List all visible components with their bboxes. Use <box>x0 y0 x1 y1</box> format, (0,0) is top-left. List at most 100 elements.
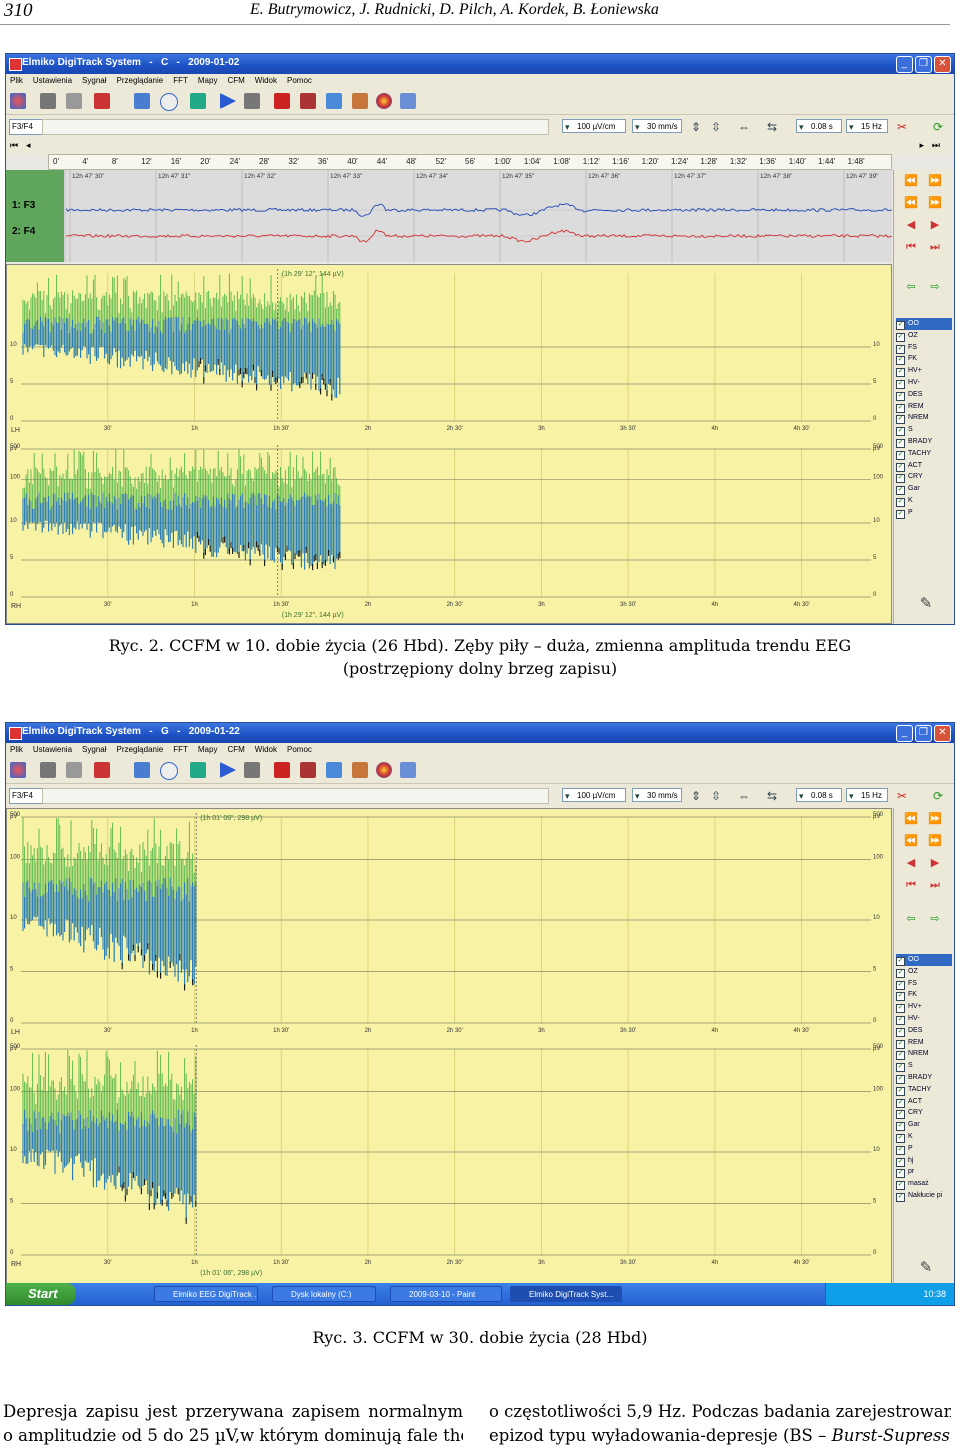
checkbox-icon[interactable]: ✓ <box>896 1086 905 1096</box>
marker-checkbox[interactable]: ✓ FS <box>896 342 952 354</box>
marker-checkbox[interactable]: ✓ K <box>896 495 952 507</box>
checkbox-icon[interactable]: ✓ <box>896 380 905 389</box>
speed-select[interactable]: 30 mm/s <box>632 119 682 134</box>
montage-icon[interactable] <box>190 762 206 778</box>
checkbox-icon[interactable]: ✓ <box>896 509 905 519</box>
nav-first-icon[interactable]: ⏮ <box>10 140 19 150</box>
jump-forward-icon[interactable]: ⏩ <box>928 175 942 187</box>
close-icon[interactable]: ✕ <box>934 725 951 742</box>
histogram-icon[interactable] <box>352 93 368 109</box>
marker-checkbox[interactable]: ✓ HV- <box>896 1013 952 1025</box>
checkbox-icon[interactable]: ✓ <box>896 980 905 990</box>
menu-widok[interactable]: Widok <box>254 76 277 85</box>
marker-checkbox[interactable]: ✓ ACT <box>896 460 952 472</box>
step-forward-icon[interactable]: ▶ <box>930 219 940 231</box>
marker-edit-icon[interactable] <box>300 762 316 778</box>
marker-checkbox[interactable]: ✓ CRY <box>896 471 952 484</box>
page-back-icon[interactable]: ⏪ <box>904 197 918 209</box>
menu-mapy[interactable]: Mapy <box>197 76 218 85</box>
shift-left-right-icon[interactable]: ⇔ <box>738 120 750 134</box>
checkbox-icon[interactable]: ✓ <box>896 1193 905 1202</box>
marker-add-icon[interactable] <box>274 762 290 778</box>
marker-checkbox[interactable]: ✓ Nakłucie pi <box>896 1190 952 1202</box>
pencil-icon[interactable]: ✎ <box>919 1259 933 1276</box>
marker-checkbox[interactable]: ✓ FK <box>896 353 952 366</box>
checkbox-icon[interactable]: ✓ <box>896 992 905 1002</box>
cfm-trend-panel[interactable]: 10 10 5 5 0 0 30' 1h 1h 30' 2h 2h 30' 3h 3h 30' 4h 4h … <box>6 264 892 624</box>
checkbox-icon[interactable]: ✓ <box>896 1122 905 1132</box>
go-start-icon[interactable]: ⏮ <box>906 879 916 891</box>
filter-select[interactable]: 15 Hz <box>846 119 888 134</box>
checkbox-icon[interactable]: ✓ <box>896 1051 905 1061</box>
start-button[interactable]: Start <box>6 1283 76 1305</box>
stop-icon[interactable] <box>244 93 260 109</box>
marker-checkbox[interactable]: ✓ S <box>896 1060 952 1073</box>
checkbox-icon[interactable]: ✓ <box>896 1004 905 1014</box>
menu-fft[interactable]: FFT <box>173 76 188 85</box>
play-icon[interactable] <box>220 93 236 109</box>
refresh-icon[interactable]: ⟳ <box>932 789 944 803</box>
taskbar-item-digitrack[interactable]: Elmiko DigiTrack Syst... <box>510 1286 622 1302</box>
time-constant-select[interactable]: 0.08 s <box>796 119 842 134</box>
marker-checkbox[interactable]: ✓ OZ <box>896 330 952 342</box>
go-start-icon[interactable]: ⏮ <box>906 241 916 253</box>
menu-cfm[interactable]: CFM <box>227 745 245 754</box>
menu-widok[interactable]: Widok <box>254 745 277 754</box>
signal-icon[interactable] <box>134 93 150 109</box>
marker-checkbox[interactable]: ✓ CRY <box>896 1107 952 1120</box>
checkbox-icon[interactable]: ✓ <box>896 332 905 342</box>
checkbox-icon[interactable]: ✓ <box>896 368 905 378</box>
step-forward-icon[interactable]: ▶ <box>930 857 940 869</box>
checkbox-icon[interactable]: ✓ <box>896 439 905 448</box>
checkbox-icon[interactable]: ✓ <box>896 1134 905 1143</box>
checkbox-icon[interactable]: ✓ <box>896 462 905 472</box>
clock-icon[interactable] <box>160 93 178 111</box>
marker-checkbox[interactable]: ✓ REM <box>896 401 952 413</box>
step-back-icon[interactable]: ◀ <box>906 219 916 231</box>
checkbox-icon[interactable]: ✓ <box>896 344 905 354</box>
shift-left-right-icon[interactable]: ⇔ <box>738 789 750 803</box>
marker-checkbox[interactable]: ✓ TACHY <box>896 1084 952 1096</box>
nav-next-icon[interactable]: ▸ <box>919 140 924 150</box>
filter-settings-icon[interactable]: ✂ <box>896 120 908 134</box>
marker-prev-icon[interactable]: ⇦ <box>906 913 916 925</box>
taskbar-item-paint[interactable]: 2009-03-10 - Paint <box>390 1286 502 1302</box>
page-forward-icon[interactable]: ⏩ <box>928 197 942 209</box>
scale-updown-icon[interactable]: ⇕ <box>690 789 702 803</box>
checkbox-icon[interactable]: ✓ <box>896 486 905 496</box>
taskbar-item-disk[interactable]: Dysk lokalny (C:) <box>272 1286 376 1302</box>
marker-checkbox[interactable]: ✓ NREM <box>896 412 952 425</box>
menu-plik[interactable]: Plik <box>10 745 23 754</box>
menu-ustawienia[interactable]: Ustawienia <box>32 76 73 85</box>
marker-checkbox[interactable]: ✓ Gar <box>896 483 952 496</box>
marker-checkbox[interactable]: ✓ HV+ <box>896 1001 952 1014</box>
checkbox-icon[interactable]: ✓ <box>896 498 905 507</box>
step-back-icon[interactable]: ◀ <box>906 857 916 869</box>
marker-checkbox[interactable]: ✓ NREM <box>896 1048 952 1061</box>
marker-checkbox[interactable]: ✓ masaż <box>896 1178 952 1191</box>
marker-checkbox[interactable]: ✓ BRADY <box>896 436 952 448</box>
nav-last-icon[interactable]: ⏭ <box>931 140 940 150</box>
checkbox-icon[interactable]: ✓ <box>896 968 905 978</box>
play-icon[interactable] <box>220 762 236 778</box>
fft-icon[interactable] <box>326 762 342 778</box>
cube-icon[interactable] <box>400 93 416 109</box>
marker-checkbox[interactable]: ✓ OO <box>896 318 952 330</box>
page-forward-icon[interactable]: ⏩ <box>928 835 942 847</box>
marker-checkbox[interactable]: ✓ TACHY <box>896 448 952 460</box>
clock-icon[interactable] <box>160 762 178 780</box>
filter-settings-icon[interactable]: ✂ <box>896 789 908 803</box>
checkbox-icon[interactable]: ✓ <box>896 1169 905 1179</box>
restore-icon[interactable]: ❐ <box>915 56 932 73</box>
map-icon[interactable] <box>376 93 392 109</box>
channel-field[interactable]: F3/F4 <box>9 788 43 804</box>
tools-icon[interactable] <box>94 93 110 109</box>
export-icon[interactable] <box>66 762 82 778</box>
close-icon[interactable]: ✕ <box>934 56 951 73</box>
compress-icon[interactable]: ⇆ <box>766 789 778 803</box>
checkbox-icon[interactable]: ✓ <box>896 1016 905 1025</box>
marker-checkbox[interactable]: ✓ Gar <box>896 1119 952 1132</box>
montage-icon[interactable] <box>190 93 206 109</box>
menu-pomoc[interactable]: Pomoc <box>287 76 312 85</box>
time-constant-select[interactable]: 0.08 s <box>796 788 842 803</box>
